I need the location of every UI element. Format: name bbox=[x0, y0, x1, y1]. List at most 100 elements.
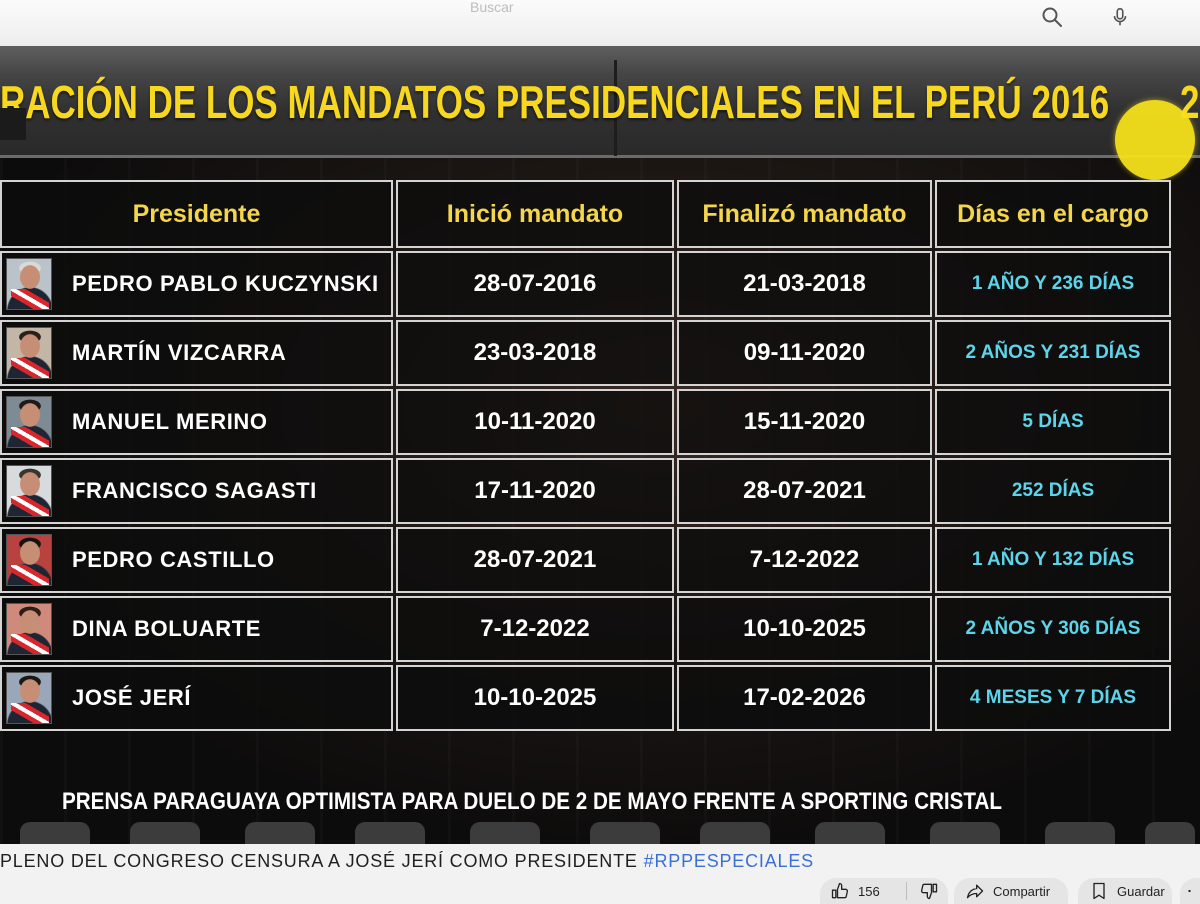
end-cell: 15-11-2020 bbox=[677, 389, 932, 455]
audience-seat bbox=[470, 822, 540, 844]
end-date: 10-10-2025 bbox=[743, 615, 866, 642]
president-photo bbox=[6, 396, 52, 448]
days-cell: 252 DÍAS bbox=[935, 458, 1171, 524]
video-player[interactable]: RACIÓN DE LOS MANDATOS PRESIDENCIALES EN… bbox=[0, 46, 1200, 844]
president-cell: DINA BOLUARTE bbox=[0, 596, 393, 662]
audience-seat bbox=[700, 822, 770, 844]
video-title-text: PLENO DEL CONGRESO CENSURA A JOSÉ JERÍ C… bbox=[0, 851, 638, 871]
days-cell: 2 AÑOS Y 231 DÍAS bbox=[935, 320, 1171, 386]
president-name: MANUEL MERINO bbox=[72, 409, 268, 434]
president-photo bbox=[6, 672, 52, 724]
end-cell: 17-02-2026 bbox=[677, 665, 932, 731]
days-in-office: 1 AÑO Y 132 DÍAS bbox=[971, 549, 1135, 570]
audience-seat bbox=[590, 822, 660, 844]
video-title: PLENO DEL CONGRESO CENSURA A JOSÉ JERÍ C… bbox=[0, 850, 814, 872]
mic-icon[interactable] bbox=[1109, 5, 1131, 29]
header-days: Días en el cargo bbox=[935, 180, 1171, 248]
president-photo bbox=[6, 327, 52, 379]
share-label: Compartir bbox=[993, 883, 1051, 899]
start-cell: 23-03-2018 bbox=[396, 320, 674, 386]
end-date: 09-11-2020 bbox=[743, 339, 866, 366]
start-date: 28-07-2021 bbox=[473, 546, 597, 573]
header-end: Finalizó mandato bbox=[677, 180, 932, 248]
president-name: JOSÉ JERÍ bbox=[72, 685, 192, 710]
president-photo bbox=[6, 603, 52, 655]
days-cell: 1 AÑO Y 132 DÍAS bbox=[935, 527, 1171, 593]
banner-title-container: RACIÓN DE LOS MANDATOS PRESIDENCIALES EN… bbox=[0, 76, 1170, 132]
header-start: Inició mandato bbox=[396, 180, 674, 248]
president-name: DINA BOLUARTE bbox=[72, 616, 262, 641]
days-in-office: 1 AÑO Y 236 DÍAS bbox=[971, 273, 1135, 294]
search-icon[interactable] bbox=[1040, 5, 1064, 29]
flagpole-decoration bbox=[614, 60, 617, 156]
like-divider bbox=[905, 882, 907, 900]
hashtag-link[interactable]: #RPPESPECIALES bbox=[643, 851, 814, 871]
cursor-highlight bbox=[1115, 100, 1195, 180]
audience-seat bbox=[930, 822, 1000, 844]
search-placeholder[interactable]: Buscar bbox=[470, 0, 514, 15]
thumbs-down-icon[interactable] bbox=[919, 881, 939, 901]
top-search-bar: Buscar bbox=[0, 0, 1200, 46]
days-in-office: 2 AÑOS Y 231 DÍAS bbox=[965, 342, 1141, 363]
header-president: Presidente bbox=[0, 180, 393, 248]
days-cell: 5 DÍAS bbox=[935, 389, 1171, 455]
audience-seat bbox=[815, 822, 885, 844]
end-cell: 09-11-2020 bbox=[677, 320, 932, 386]
start-date: 23-03-2018 bbox=[473, 339, 597, 366]
start-cell: 7-12-2022 bbox=[396, 596, 674, 662]
end-date: 7-12-2022 bbox=[749, 546, 860, 573]
start-date: 10-10-2025 bbox=[473, 684, 597, 711]
video-title-banner: RACIÓN DE LOS MANDATOS PRESIDENCIALES EN… bbox=[0, 46, 1200, 158]
video-overlay-box bbox=[0, 108, 26, 140]
president-cell: FRANCISCO SAGASTI bbox=[0, 458, 393, 524]
thumbs-up-icon bbox=[831, 882, 849, 899]
start-cell: 28-07-2021 bbox=[396, 527, 674, 593]
end-cell: 28-07-2021 bbox=[677, 458, 932, 524]
audience-seat bbox=[20, 822, 90, 844]
president-photo bbox=[6, 258, 52, 310]
president-cell: MARTÍN VIZCARRA bbox=[0, 320, 393, 386]
days-in-office: 5 DÍAS bbox=[1022, 411, 1084, 432]
end-date: 28-07-2021 bbox=[743, 477, 866, 504]
more-icon bbox=[1188, 889, 1191, 893]
audience-seat bbox=[130, 822, 200, 844]
days-in-office: 2 AÑOS Y 306 DÍAS bbox=[965, 618, 1141, 639]
days-cell: 1 AÑO Y 236 DÍAS bbox=[935, 251, 1171, 317]
banner-title: RACIÓN DE LOS MANDATOS PRESIDENCIALES EN… bbox=[0, 76, 1110, 128]
president-photo bbox=[6, 534, 52, 586]
start-cell: 10-11-2020 bbox=[396, 389, 674, 455]
end-date: 21-03-2018 bbox=[743, 270, 866, 297]
more-actions-button[interactable] bbox=[1180, 878, 1200, 904]
end-cell: 7-12-2022 bbox=[677, 527, 932, 593]
share-button[interactable]: Compartir bbox=[954, 878, 1068, 904]
start-date: 7-12-2022 bbox=[480, 615, 590, 642]
president-name: PEDRO PABLO KUCZYNSKI bbox=[72, 271, 379, 296]
like-button[interactable]: 156 bbox=[820, 881, 880, 901]
president-cell: MANUEL MERINO bbox=[0, 389, 393, 455]
start-date: 28-07-2016 bbox=[473, 270, 597, 297]
days-cell: 4 MESES Y 7 DÍAS bbox=[935, 665, 1171, 731]
president-name: FRANCISCO SAGASTI bbox=[72, 478, 317, 503]
days-in-office: 4 MESES Y 7 DÍAS bbox=[969, 687, 1137, 708]
end-cell: 10-10-2025 bbox=[677, 596, 932, 662]
audience-seat bbox=[1145, 822, 1195, 844]
start-date: 17-11-2020 bbox=[474, 477, 596, 504]
save-button[interactable]: Guardar bbox=[1078, 878, 1172, 904]
presidents-table: Presidente Inició mandato Finalizó manda… bbox=[0, 180, 1171, 731]
audience-seat bbox=[245, 822, 315, 844]
president-name: PEDRO CASTILLO bbox=[72, 547, 275, 572]
start-cell: 10-10-2025 bbox=[396, 665, 674, 731]
days-in-office: 252 DÍAS bbox=[1011, 480, 1095, 501]
share-arrow-icon bbox=[966, 884, 984, 899]
end-cell: 21-03-2018 bbox=[677, 251, 932, 317]
end-date: 15-11-2020 bbox=[743, 408, 866, 435]
like-dislike-group: 156 bbox=[820, 878, 948, 904]
save-label: Guardar bbox=[1117, 883, 1165, 899]
end-date: 17-02-2026 bbox=[743, 684, 866, 711]
start-date: 10-11-2020 bbox=[474, 408, 596, 435]
president-name: MARTÍN VIZCARRA bbox=[72, 340, 287, 365]
bookmark-icon bbox=[1093, 882, 1105, 900]
start-cell: 28-07-2016 bbox=[396, 251, 674, 317]
audience-seat bbox=[1045, 822, 1115, 844]
days-cell: 2 AÑOS Y 306 DÍAS bbox=[935, 596, 1171, 662]
